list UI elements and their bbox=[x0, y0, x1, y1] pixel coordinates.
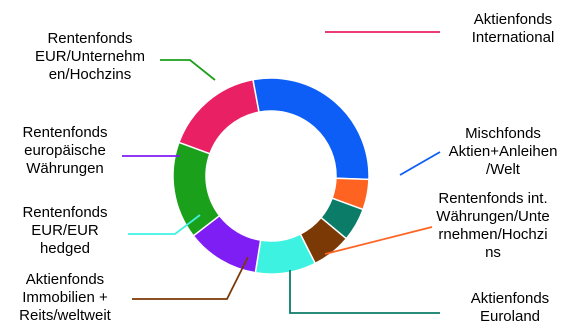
donut-slice bbox=[172, 141, 221, 237]
leader-line bbox=[289, 270, 440, 314]
donut-slice bbox=[177, 78, 260, 155]
leader-line bbox=[399, 151, 441, 176]
leader-line bbox=[128, 214, 201, 235]
slice-label: Rentenfonds EUR/Unternehm en/Hochzins bbox=[34, 30, 146, 83]
leader-line bbox=[132, 256, 249, 300]
slice-label: Rentenfonds int. Währungen/Unte rnehmen/… bbox=[436, 190, 550, 261]
leader-line bbox=[324, 226, 433, 255]
slice-label: Aktienfonds International bbox=[471, 11, 555, 46]
slice-label: Aktienfonds Immobilien + Reits/weltweit bbox=[19, 271, 111, 324]
leader-line bbox=[160, 59, 216, 81]
slice-label: Aktienfonds Euroland bbox=[470, 290, 550, 325]
slice-label: Rentenfonds EUR/EUR hedged bbox=[22, 204, 108, 257]
slice-label: Rentenfonds europäische Währungen bbox=[22, 124, 108, 177]
slice-label: Mischfonds Aktien+Anleihen /Welt bbox=[448, 125, 558, 178]
donut-slice bbox=[252, 77, 370, 181]
